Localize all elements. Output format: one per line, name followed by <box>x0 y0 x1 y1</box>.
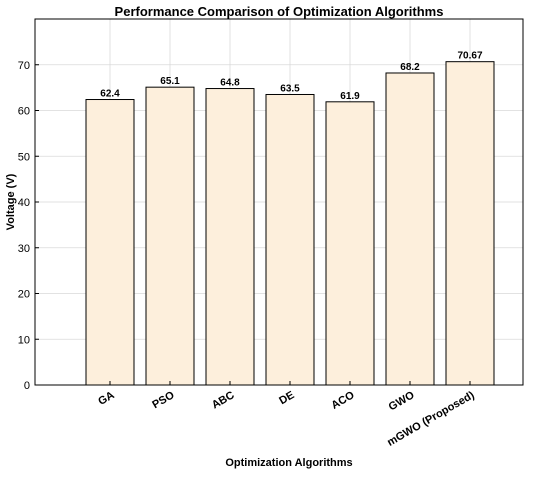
y-tick-label: 70 <box>18 60 30 72</box>
data-labels: 62.4 65.1 64.8 63.5 61.9 68.2 70.67 <box>100 51 483 102</box>
bar-ga <box>85 99 135 386</box>
x-tick-label: GWO <box>387 389 417 413</box>
y-tick-label: 40 <box>18 197 30 209</box>
data-label: 70.67 <box>457 51 482 62</box>
bars <box>85 61 495 386</box>
bar-gwo <box>385 72 435 386</box>
x-tick-label: GA <box>96 389 116 408</box>
data-label: 61.9 <box>340 91 360 102</box>
y-axis-ticks: 0 10 20 30 40 50 60 70 <box>18 60 39 392</box>
x-tick-label: DE <box>277 389 296 407</box>
chart-title: Performance Comparison of Optimization A… <box>115 4 444 19</box>
bar-mgwo-proposed- <box>445 61 495 386</box>
y-tick-label: 50 <box>18 151 30 163</box>
y-axis-label: Voltage (V) <box>5 173 17 230</box>
data-label: 68.2 <box>400 62 420 73</box>
y-tick-label: 60 <box>18 106 30 118</box>
x-axis-label: Optimization Algorithms <box>225 457 352 469</box>
y-tick-label: 0 <box>24 380 30 392</box>
bar-pso <box>145 86 195 386</box>
bar-abc <box>205 88 255 386</box>
y-tick-label: 20 <box>18 289 30 301</box>
y-tick-label: 10 <box>18 334 30 346</box>
data-label: 63.5 <box>280 83 300 94</box>
data-label: 65.1 <box>160 76 180 87</box>
x-tick-label: ABC <box>210 389 237 411</box>
x-tick-label: ACO <box>329 389 357 412</box>
data-label: 64.8 <box>220 78 240 89</box>
data-label: 62.4 <box>100 89 120 100</box>
bar-de <box>265 93 315 386</box>
y-tick-label: 30 <box>18 243 30 255</box>
bar-aco <box>325 101 375 386</box>
x-tick-label: PSO <box>150 389 177 411</box>
